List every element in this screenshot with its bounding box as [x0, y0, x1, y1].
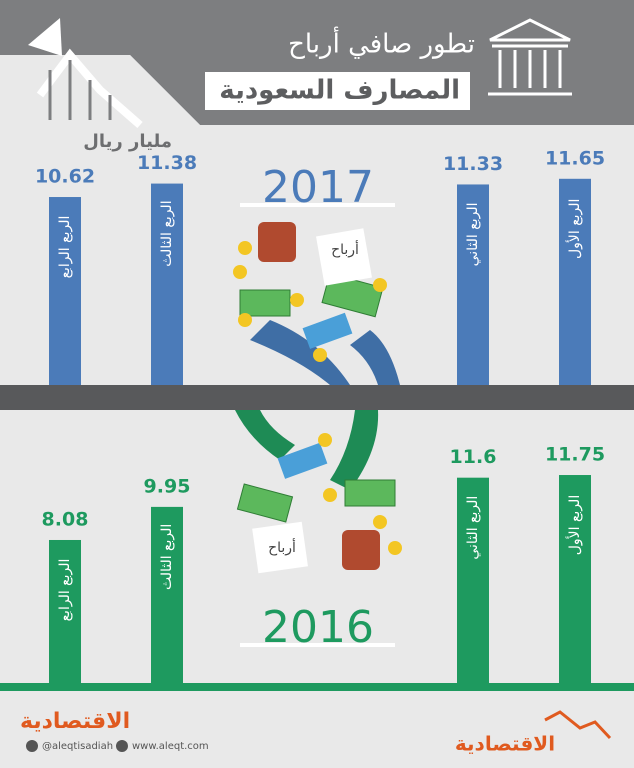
divider-band	[0, 385, 634, 410]
arrow	[36, 48, 143, 129]
category-label: الربع الثاني	[465, 203, 481, 267]
value-label: 11.65	[545, 147, 605, 169]
arrow-head	[28, 18, 62, 56]
logo-line	[544, 710, 612, 740]
value-label: 9.95	[144, 475, 191, 497]
value-label: 11.33	[443, 153, 503, 175]
title: تطور صافي أرباح	[288, 26, 475, 60]
category-label: الربع الثالث	[159, 200, 175, 266]
category-label: الربع الأول	[565, 199, 583, 259]
twitter-handle: @aleqtisadiah	[42, 741, 113, 752]
value-label: 11.6	[450, 446, 497, 468]
category-label: الربع الثالث	[159, 524, 175, 590]
website: www.aleqt.com	[132, 741, 209, 752]
value-label: 10.62	[35, 166, 95, 188]
bar	[559, 475, 591, 683]
twitter-icon	[26, 740, 38, 752]
value-label: 11.38	[137, 152, 197, 174]
baseline-band	[0, 683, 634, 691]
bar	[457, 477, 489, 683]
category-label: الربع الرابع	[57, 559, 73, 622]
unit-label: مليار ريال	[83, 131, 172, 152]
subtitle-box	[205, 72, 470, 110]
bar	[457, 184, 489, 385]
category-label: الربع الرابع	[57, 216, 73, 279]
arrow-bars	[48, 60, 112, 120]
value-label: 8.08	[42, 508, 89, 530]
web-icon	[116, 740, 128, 752]
illustration	[233, 222, 402, 574]
footer-logo: الاقتصادية	[20, 709, 130, 734]
footer-logo-right: الاقتصادية	[455, 732, 555, 756]
category-label: الربع الثاني	[465, 496, 481, 560]
bar	[49, 539, 81, 683]
paper-label: أرباح	[331, 240, 359, 258]
bar	[151, 183, 183, 385]
subtitle: المصارف السعودية	[219, 76, 460, 106]
category-label: الربع الأول	[565, 495, 583, 555]
bar	[559, 178, 591, 385]
bank-icon	[488, 18, 572, 96]
header-band	[0, 0, 634, 125]
value-label: 11.75	[545, 444, 605, 466]
bar	[49, 197, 81, 385]
bar	[151, 506, 183, 683]
paper-label: أرباح	[268, 538, 296, 556]
